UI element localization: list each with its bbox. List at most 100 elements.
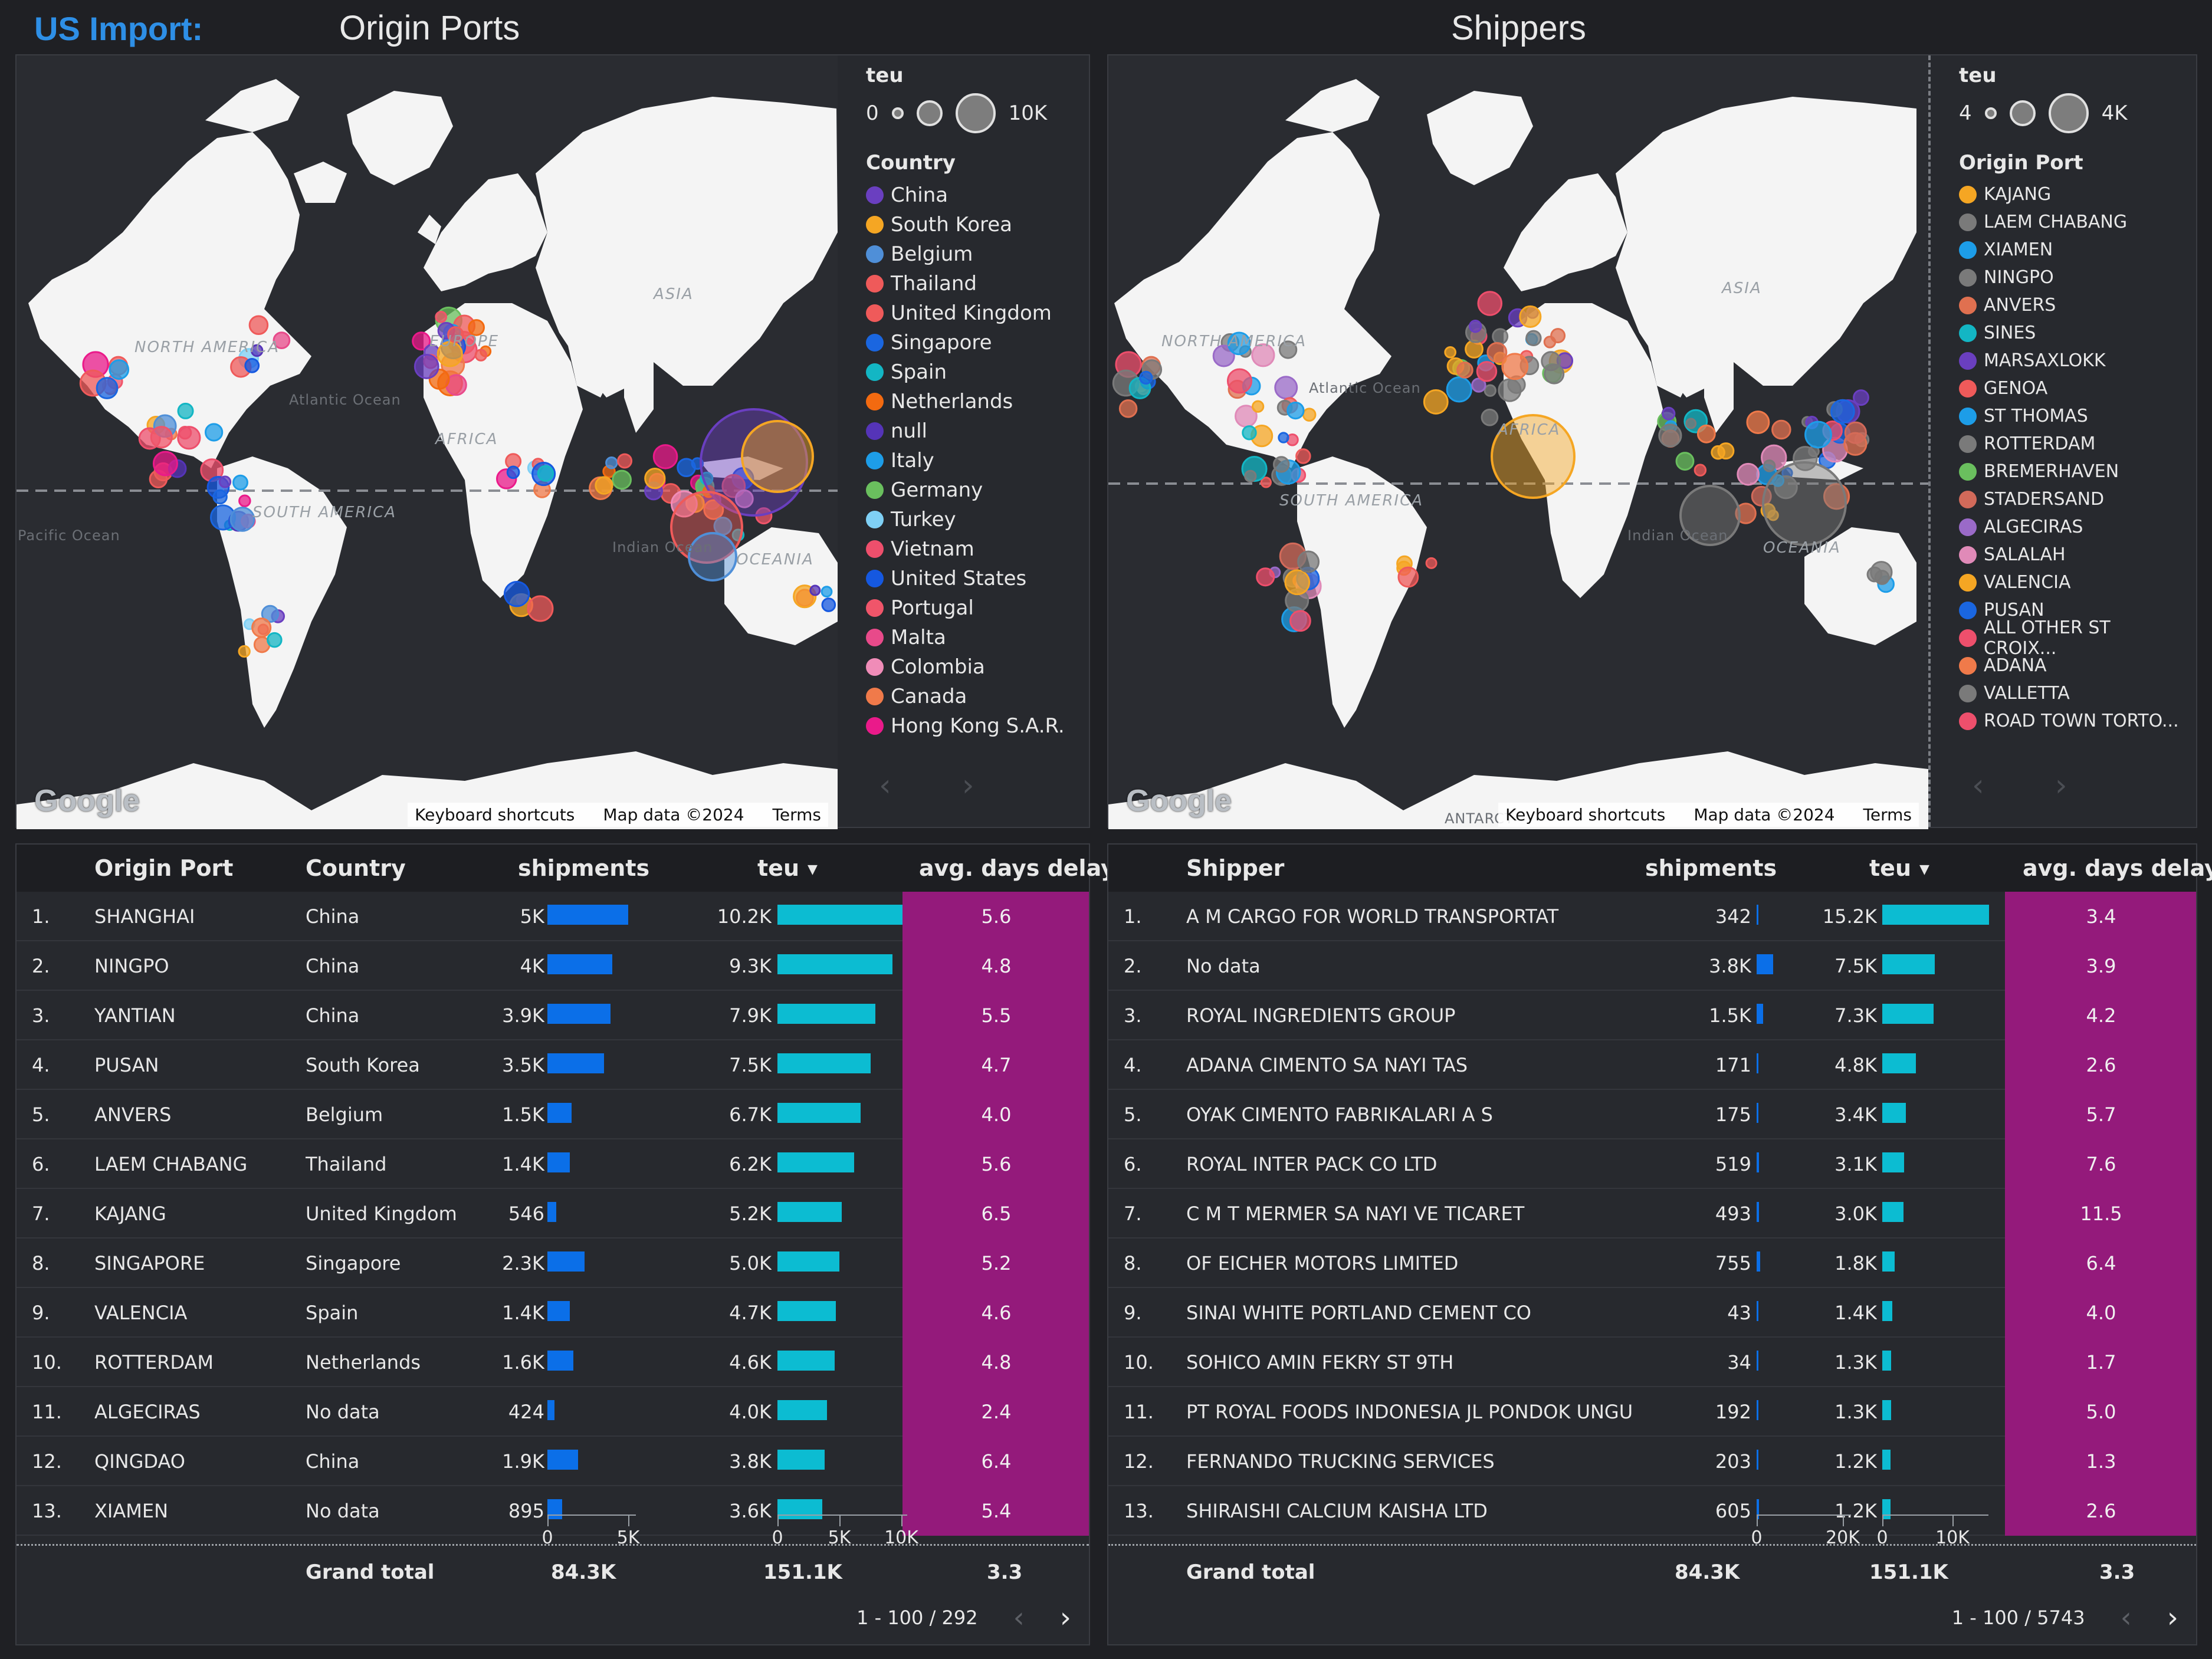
map-bubble[interactable]: [652, 444, 678, 469]
prev-page-icon[interactable]: ‹: [2120, 1601, 2132, 1634]
map-bubble[interactable]: [1284, 569, 1311, 596]
table-row[interactable]: 2. No data 3.8K 7.5K 3.9: [1108, 941, 2196, 991]
legend-item[interactable]: ADANA: [1959, 652, 2185, 679]
map-bubble[interactable]: [1771, 419, 1791, 440]
map-bubble[interactable]: [437, 341, 463, 367]
map-bubble[interactable]: [1870, 561, 1893, 584]
map-bubble-large[interactable]: [1762, 461, 1847, 546]
map-bubble[interactable]: [238, 645, 251, 658]
map-bubble[interactable]: [229, 507, 255, 532]
map-bubble[interactable]: [1456, 362, 1473, 379]
map-bubble[interactable]: [1468, 320, 1482, 333]
map-bubble[interactable]: [447, 326, 464, 343]
map-bubble[interactable]: [1501, 353, 1529, 380]
map-bubble[interactable]: [1804, 421, 1832, 449]
map-bubble[interactable]: [1751, 485, 1772, 507]
map-bubble[interactable]: [821, 586, 833, 598]
table-row[interactable]: 8. OF EICHER MOTORS LIMITED 755 1.8K 6.4: [1108, 1238, 2196, 1288]
table-row[interactable]: 5. ANVERS Belgium 1.5K 6.7K 4.0: [17, 1090, 1089, 1139]
legend-item[interactable]: Malta: [866, 623, 1078, 652]
legend-item[interactable]: Italy: [866, 446, 1078, 475]
map-bubble[interactable]: [273, 331, 291, 350]
legend-item[interactable]: Portugal: [866, 593, 1078, 623]
map-bubble[interactable]: [244, 358, 260, 373]
map-bubble[interactable]: [1297, 550, 1320, 573]
shippers-map[interactable]: NORTH AMERICA SOUTH AMERICA AFRICA ASIA …: [1108, 55, 1928, 829]
map-bubble[interactable]: [267, 632, 283, 648]
map-bubble[interactable]: [212, 489, 228, 505]
map-bubble[interactable]: [821, 597, 836, 612]
col-header-origin-port[interactable]: Origin Port: [94, 855, 234, 881]
map-bubble[interactable]: [1242, 425, 1257, 441]
map-bubble[interactable]: [1694, 464, 1707, 477]
map-bubble[interactable]: [527, 595, 554, 622]
map-bubble[interactable]: [1793, 446, 1818, 471]
origin-ports-map[interactable]: NORTH AMERICA SOUTH AMERICA EUROPE AFRIC…: [17, 55, 838, 829]
map-bubble[interactable]: [1484, 384, 1496, 397]
map-bubble[interactable]: [150, 426, 173, 449]
table-row[interactable]: 7. C M T MERMER SA NAYI VE TICARET 493 3.0K…: [1108, 1189, 2196, 1238]
map-bubble[interactable]: [177, 426, 201, 450]
keyboard-shortcuts-link[interactable]: Keyboard shortcuts: [415, 805, 575, 824]
legend-item[interactable]: SALALAH: [1959, 541, 2185, 569]
legend-item[interactable]: ANVERS: [1959, 291, 2185, 319]
legend-item[interactable]: Netherlands: [866, 387, 1078, 416]
map-bubble[interactable]: [413, 354, 439, 379]
map-bubble[interactable]: [1658, 423, 1682, 448]
map-bubble-large[interactable]: [741, 420, 814, 493]
map-bubble[interactable]: [1492, 328, 1509, 345]
map-bubble[interactable]: [605, 456, 618, 469]
terms-link[interactable]: Terms: [1863, 805, 1912, 824]
map-bubble[interactable]: [109, 359, 130, 380]
map-bubble[interactable]: [1425, 557, 1438, 569]
map-bubble[interactable]: [1519, 305, 1542, 328]
map-bubble[interactable]: [1226, 368, 1252, 394]
map-bubble[interactable]: [1423, 389, 1449, 415]
map-bubble[interactable]: [96, 377, 119, 399]
table-row[interactable]: 1. A M CARGO FOR WORLD TRANSPORTAT 342 15.2…: [1108, 892, 2196, 941]
map-bubble[interactable]: [703, 499, 724, 520]
legend-item[interactable]: ROTTERDAM: [1959, 430, 2185, 458]
legend-item[interactable]: null: [866, 416, 1078, 446]
map-bubble[interactable]: [261, 605, 280, 623]
map-bubble[interactable]: [412, 331, 431, 351]
table-row[interactable]: 3. ROYAL INGREDIENTS GROUP 1.5K 7.3K 4.2: [1108, 991, 2196, 1040]
col-header-shipper[interactable]: Shipper: [1186, 855, 1285, 881]
legend-item[interactable]: Thailand: [866, 269, 1078, 298]
legend-item[interactable]: Singapore: [866, 328, 1078, 357]
map-bubble[interactable]: [1481, 408, 1499, 426]
table-row[interactable]: 11. ALGECIRAS No data 424 4.0K 2.4: [17, 1387, 1089, 1437]
map-bubble[interactable]: [1260, 477, 1272, 488]
map-bubble[interactable]: [670, 490, 698, 518]
map-bubble[interactable]: [1278, 340, 1298, 359]
col-header-teu[interactable]: teu ▼: [757, 845, 818, 892]
legend-item[interactable]: PUSAN: [1959, 596, 2185, 624]
legend-item[interactable]: ALL OTHER ST CROIX...: [1959, 617, 2185, 659]
legend-item[interactable]: Vietnam: [866, 534, 1078, 564]
prev-page-icon[interactable]: ‹: [1013, 1601, 1025, 1634]
legend-item[interactable]: Hong Kong S.A.R.: [866, 711, 1078, 741]
table-row[interactable]: 3. YANTIAN China 3.9K 7.9K 5.5: [17, 991, 1089, 1040]
legend-item[interactable]: STADERSAND: [1959, 485, 2185, 513]
legend-item[interactable]: ROAD TOWN TORTO...: [1959, 707, 2185, 735]
legend-item[interactable]: South Korea: [866, 210, 1078, 239]
terms-link[interactable]: Terms: [772, 805, 821, 824]
map-bubble[interactable]: [218, 475, 232, 488]
legend-item[interactable]: United Kingdom: [866, 298, 1078, 328]
map-bubble[interactable]: [1685, 418, 1697, 429]
map-bubble[interactable]: [1696, 424, 1716, 444]
map-bubble[interactable]: [1289, 610, 1311, 632]
map-bubble[interactable]: [1227, 331, 1251, 356]
legend-item[interactable]: Canada: [866, 682, 1078, 711]
col-header-country[interactable]: Country: [306, 855, 406, 881]
table-row[interactable]: 11. PT ROYAL FOODS INDONESIA JL PONDOK UN…: [1108, 1387, 2196, 1437]
legend-item[interactable]: GENOA: [1959, 374, 2185, 402]
map-bubble[interactable]: [1476, 361, 1498, 382]
map-bubble[interactable]: [1737, 462, 1760, 486]
map-bubble[interactable]: [644, 468, 666, 490]
legend-prev-icon[interactable]: ‹: [1972, 768, 1984, 803]
map-bubble[interactable]: [734, 489, 754, 508]
map-bubble[interactable]: [809, 584, 821, 596]
map-bubble[interactable]: [503, 580, 530, 607]
legend-item[interactable]: ALGECIRAS: [1959, 513, 2185, 541]
